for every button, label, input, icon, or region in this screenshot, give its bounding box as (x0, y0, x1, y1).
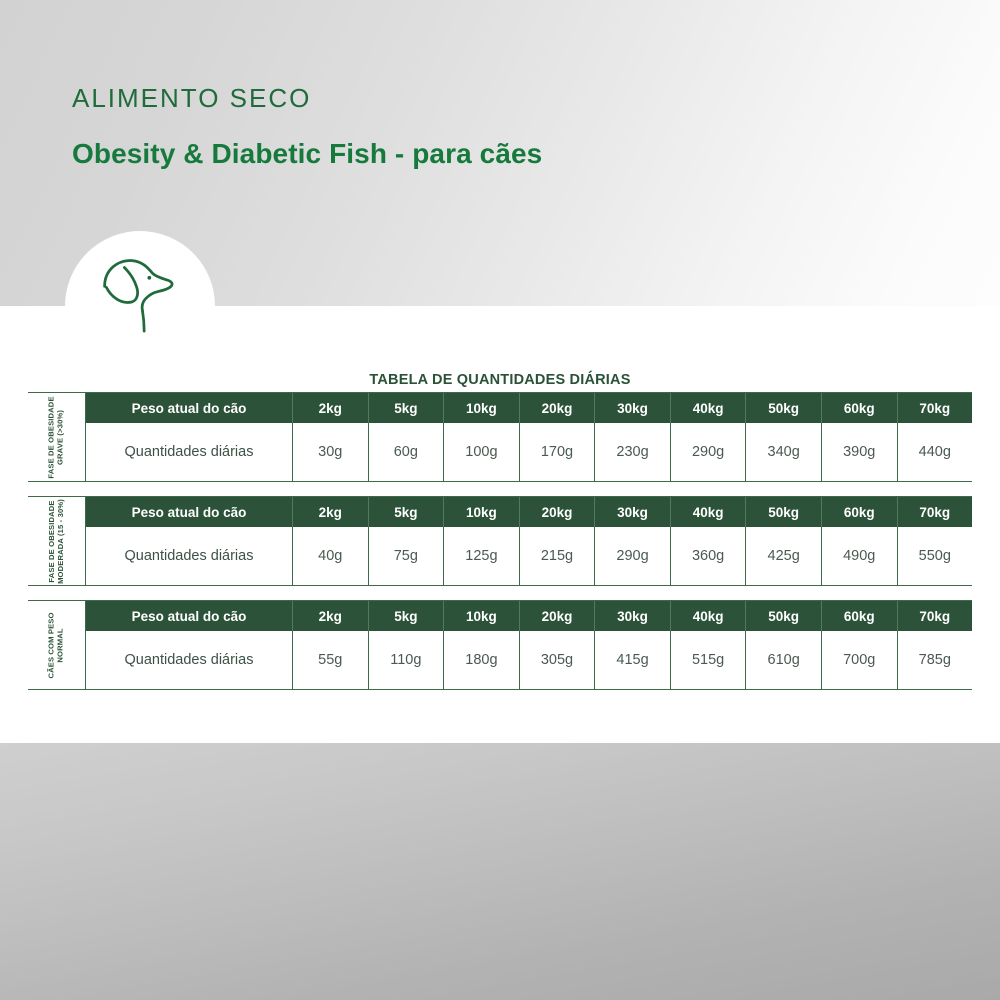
row-label: Quantidades diárias (86, 631, 293, 689)
table-value-row: Quantidades diárias 55g 110g 180g 305g 4… (86, 631, 972, 689)
side-label-line: NORMAL (56, 627, 66, 663)
header-weight-cell: 40kg (671, 601, 747, 631)
amount-cell: 30g (293, 423, 369, 481)
amount-cell: 415g (595, 631, 671, 689)
header-weight-cell: 5kg (369, 601, 445, 631)
amount-cell: 60g (369, 423, 445, 481)
amount-cell: 440g (918, 444, 951, 460)
table-header-row: Peso atual do cão 2kg 5kg 10kg 20kg 30kg… (86, 601, 972, 631)
block-side-label: CÃES COM PESO NORMAL (28, 601, 86, 689)
table-value-row: Quantidades diárias 40g 75g 125g 215g 29… (86, 527, 972, 585)
amount-cell: 230g (595, 423, 671, 481)
amount-cell: 290g (671, 423, 747, 481)
header-weight-cell: 60kg (822, 497, 898, 527)
amount-cell: 40g (293, 527, 369, 585)
header-weight-cell: 2kg (293, 393, 369, 423)
table-header-row: Peso atual do cão 2kg 5kg 10kg 20kg 30kg… (86, 497, 972, 527)
page-title: Obesity & Diabetic Fish - para cães (72, 138, 543, 169)
amount-cell: 515g (671, 631, 747, 689)
amount-cell: 110g (369, 631, 445, 689)
row-label: Quantidades diárias (86, 423, 293, 481)
table-title: TABELA DE QUANTIDADES DIÁRIAS (369, 372, 631, 388)
header-weight-label: Peso atual do cão (86, 393, 293, 423)
amount-cell: 390g (822, 423, 898, 481)
side-label-line: FASE DE OBESIDADE (47, 499, 57, 583)
amount-cell: 290g (595, 527, 671, 585)
amount-cell: 610g (746, 631, 822, 689)
header-weight-cell: 70kg (919, 608, 951, 624)
header-weight-cell: 30kg (595, 601, 671, 631)
amount-cell: 490g (822, 527, 898, 585)
block-side-label: FASE DE OBESIDADE MODERADA (15 - 30%) (28, 497, 86, 585)
table-header-row: Peso atual do cão 2kg 5kg 10kg 20kg 30kg… (86, 393, 972, 423)
header-weight-cell: 60kg (822, 393, 898, 423)
header-weight-cell: 10kg (444, 393, 520, 423)
amount-cell: 125g (444, 527, 520, 585)
header-weight-cell: 2kg (293, 601, 369, 631)
header-weight-cell: 30kg (595, 393, 671, 423)
amount-cell: 55g (293, 631, 369, 689)
amount-cell: 170g (520, 423, 596, 481)
header-weight-cell: 70kg (919, 400, 951, 416)
row-label: Quantidades diárias (86, 527, 293, 585)
header-weight-cell: 20kg (520, 497, 596, 527)
feeding-block: FASE DE OBESIDADE GRAVE (>30%) Peso atua… (28, 392, 972, 482)
header-weight-cell: 50kg (746, 497, 822, 527)
table-value-row: Quantidades diárias 30g 60g 100g 170g 23… (86, 423, 972, 481)
feeding-tables: FASE DE OBESIDADE GRAVE (>30%) Peso atua… (28, 392, 972, 690)
header-weight-cell: 20kg (520, 393, 596, 423)
amount-cell: 340g (746, 423, 822, 481)
amount-cell: 550g (918, 548, 951, 564)
header-weight-cell: 40kg (671, 497, 747, 527)
feeding-block: CÃES COM PESO NORMAL Peso atual do cão 2… (28, 600, 972, 690)
side-label-line: MODERADA (15 - 30%) (56, 498, 66, 584)
header-weight-cell: 5kg (369, 393, 445, 423)
amount-cell: 360g (671, 527, 747, 585)
kicker-text: ALIMENTO SECO (72, 83, 312, 113)
amount-cell: 305g (520, 631, 596, 689)
amount-cell: 100g (444, 423, 520, 481)
header-weight-cell: 10kg (444, 601, 520, 631)
header-weight-cell: 60kg (822, 601, 898, 631)
amount-cell: 785g (918, 652, 951, 668)
icon-circle-background (65, 231, 215, 381)
header-weight-cell: 50kg (746, 601, 822, 631)
header-weight-cell: 20kg (520, 601, 596, 631)
amount-cell: 215g (520, 527, 596, 585)
header-weight-cell: 70kg (919, 504, 951, 520)
dog-head-icon (103, 259, 174, 333)
header-weight-label: Peso atual do cão (86, 601, 293, 631)
header-weight-cell: 30kg (595, 497, 671, 527)
feeding-block: FASE DE OBESIDADE MODERADA (15 - 30%) Pe… (28, 496, 972, 586)
header-weight-cell: 10kg (444, 497, 520, 527)
bottom-gradient-band (0, 743, 1000, 1000)
side-label-line: GRAVE (>30%) (56, 409, 66, 465)
amount-cell: 75g (369, 527, 445, 585)
header-weight-label: Peso atual do cão (86, 497, 293, 527)
header-weight-cell: 40kg (671, 393, 747, 423)
header-weight-cell: 2kg (293, 497, 369, 527)
side-label-line: FASE DE OBESIDADE (47, 395, 57, 479)
block-side-label: FASE DE OBESIDADE GRAVE (>30%) (28, 393, 86, 481)
header-weight-cell: 50kg (746, 393, 822, 423)
amount-cell: 180g (444, 631, 520, 689)
amount-cell: 425g (746, 527, 822, 585)
header-weight-cell: 5kg (369, 497, 445, 527)
amount-cell: 700g (822, 631, 898, 689)
